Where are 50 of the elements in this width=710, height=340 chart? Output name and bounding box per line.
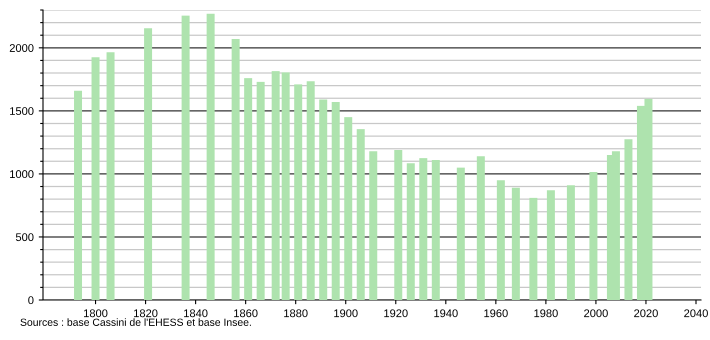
y-tick-label: 500 (16, 233, 34, 242)
bar (476, 156, 485, 300)
y-tick-label: 1500 (10, 107, 34, 116)
x-tick-label: 1840 (184, 309, 208, 318)
bar (456, 168, 465, 300)
bar (419, 158, 428, 300)
x-tick-label: 1940 (434, 309, 458, 318)
x-tick-label: 1920 (384, 309, 408, 318)
y-tick-label: 0 (28, 296, 34, 304)
bar (306, 81, 315, 300)
bar (92, 57, 100, 300)
x-tick-label: 1960 (484, 309, 508, 318)
bar (332, 102, 340, 300)
x-tick-label: 2040 (684, 309, 708, 318)
bar (529, 198, 538, 300)
bar (272, 71, 280, 300)
x-tick-label: 2000 (584, 309, 608, 318)
bar (244, 78, 252, 300)
x-tick-label: 1860 (234, 309, 258, 318)
bar (546, 190, 555, 300)
bar (432, 160, 440, 300)
bar (294, 84, 302, 300)
y-tick-label: 2000 (10, 44, 34, 52)
bar (182, 16, 190, 300)
bar (144, 28, 152, 300)
source-note: Sources : base Cassini de l'EHESS et base Insee. (20, 318, 251, 326)
x-tick-label: 1880 (284, 309, 308, 318)
bar (406, 163, 415, 300)
bar (232, 39, 240, 300)
bar (394, 150, 402, 300)
x-tick-label: 1820 (134, 309, 158, 318)
x-tick-label: 1900 (334, 309, 358, 318)
bar (356, 129, 365, 300)
bar (282, 72, 290, 300)
y-tick-label: 1000 (10, 170, 34, 178)
bar (74, 90, 82, 300)
x-tick-label: 1800 (84, 309, 108, 318)
bar (344, 117, 352, 300)
bar (319, 100, 328, 300)
bar (206, 14, 215, 300)
bar (496, 180, 505, 300)
bar (369, 151, 378, 300)
bar (106, 52, 115, 300)
bar (589, 172, 598, 300)
bar (256, 82, 265, 300)
bar (624, 139, 632, 300)
x-tick-label: 1980 (534, 309, 558, 318)
bar (566, 185, 575, 300)
bar (512, 188, 520, 300)
x-tick-label: 2020 (634, 309, 658, 318)
